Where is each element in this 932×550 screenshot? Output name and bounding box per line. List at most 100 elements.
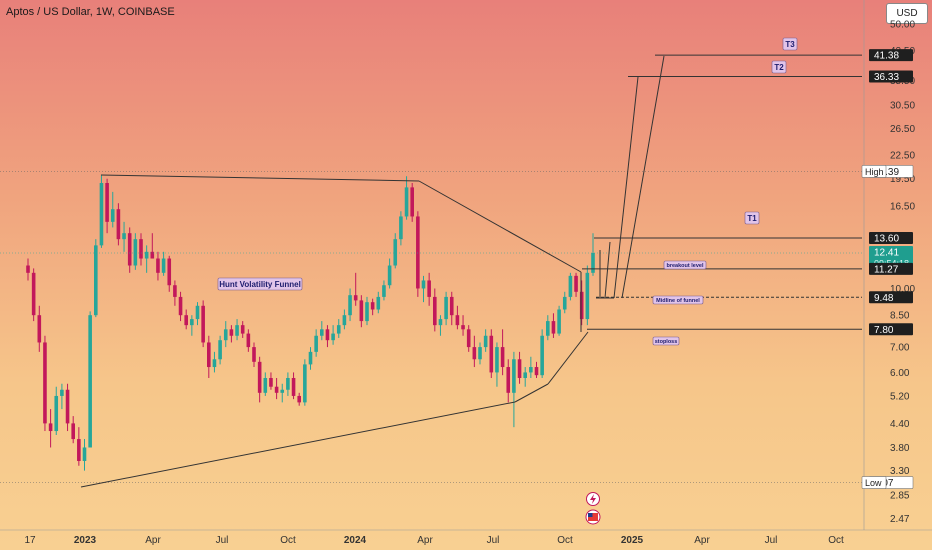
candle-body — [399, 216, 403, 240]
lightning-glyph — [590, 494, 596, 504]
candle-body — [421, 280, 426, 289]
price-label: 12.41 — [874, 247, 899, 258]
candle-body — [444, 296, 448, 320]
candle-body — [455, 315, 460, 326]
candle-body — [579, 291, 584, 320]
candle-body — [512, 359, 516, 393]
candle-body — [483, 335, 488, 348]
candle-body — [574, 275, 578, 292]
candle-body — [461, 325, 465, 330]
candle-body — [156, 258, 160, 273]
currency-button[interactable]: USD — [886, 3, 928, 24]
candle-body — [207, 342, 211, 368]
x-tick-label: 2024 — [344, 535, 367, 546]
funnel-lower-diagonal — [547, 331, 589, 385]
candle-body — [370, 302, 375, 310]
candle-body — [506, 367, 511, 393]
price-tag: Low — [865, 478, 882, 488]
annotation-breakout: breakout level — [667, 263, 704, 269]
candle-body — [591, 252, 595, 273]
annotation-t3: T3 — [785, 40, 795, 49]
y-tick-label: 4.40 — [890, 419, 910, 430]
annotation-t3-box — [782, 37, 798, 51]
annotation-funnel-box — [217, 277, 303, 291]
candle-body — [546, 321, 550, 336]
candle-body — [71, 423, 75, 440]
y-tick-label: 10.00 — [890, 284, 915, 295]
x-tick-label: Apr — [145, 535, 161, 546]
chart-title: Aptos / US Dollar, 1W, COINBASE — [6, 6, 175, 18]
price-label-bg — [869, 323, 913, 336]
candle-body — [297, 395, 301, 403]
candle-body — [31, 272, 36, 316]
y-tick-label: 16.50 — [890, 202, 915, 213]
flag-canton — [588, 513, 593, 517]
x-tick-label: 2025 — [621, 535, 644, 546]
candle-body — [144, 251, 149, 259]
candle-body — [529, 367, 533, 373]
funnel-upper-diagonal — [418, 180, 582, 273]
candle-body — [433, 296, 437, 326]
price-label: 7.80 — [874, 325, 894, 336]
price-label: 9.48 — [874, 293, 894, 304]
tag-bg — [861, 165, 887, 178]
candle-body — [184, 315, 188, 326]
candle-body — [331, 333, 335, 341]
candle-body — [201, 305, 205, 343]
proj-t2 — [613, 76, 639, 299]
candle-body — [376, 296, 381, 310]
x-tick-label: 2023 — [74, 535, 97, 546]
x-tick-label: Oct — [280, 535, 296, 546]
price-label-bg — [869, 49, 913, 62]
candle-body — [122, 233, 126, 240]
candle-body — [466, 329, 471, 348]
candle-body — [540, 335, 544, 376]
candle-body — [449, 296, 454, 316]
candle-body — [585, 272, 590, 320]
candle-body — [116, 209, 121, 240]
candle-body — [308, 351, 313, 365]
candle-body — [393, 239, 398, 266]
flag-stripes — [588, 513, 598, 521]
candle-body — [427, 280, 431, 297]
candle-body — [286, 377, 290, 390]
y-tick-label: 19.50 — [890, 174, 915, 185]
annotation-midline: Midline of funnel — [656, 298, 700, 304]
candle-body — [48, 423, 53, 432]
price-label: 20.39 — [874, 167, 899, 178]
candle-body — [320, 329, 324, 336]
candle-body — [353, 295, 358, 301]
candle-body — [257, 361, 262, 393]
candle-body — [489, 335, 494, 373]
candle-body — [291, 377, 296, 396]
candle-body — [410, 187, 414, 217]
x-tick-label: Jul — [216, 535, 229, 546]
candle-body — [500, 347, 505, 368]
candle-body — [382, 285, 386, 297]
y-tick-label: 3.30 — [890, 466, 910, 477]
candle-body — [26, 265, 30, 273]
proj-t1 — [604, 241, 611, 299]
annotation-stoploss: stoploss — [655, 339, 678, 345]
price-label-bg — [869, 231, 913, 244]
candle-body — [240, 325, 245, 334]
candle-body — [37, 315, 42, 343]
candle-body — [229, 329, 234, 336]
price-label-bg — [869, 262, 913, 275]
x-tick-label: 17 — [24, 535, 36, 546]
y-tick-label: 50.00 — [890, 20, 915, 31]
candle-body — [562, 296, 567, 310]
candle-body — [303, 364, 307, 403]
candle-body — [190, 319, 194, 326]
candle-body — [223, 329, 228, 341]
annotation-midline-box — [652, 295, 704, 305]
candle-body — [127, 233, 132, 266]
candle-body — [82, 447, 87, 461]
candle-body — [133, 239, 138, 266]
y-tick-label: 26.50 — [890, 124, 915, 135]
candle-body — [336, 325, 341, 334]
y-tick-label: 2.47 — [890, 514, 910, 525]
candle-body — [523, 372, 527, 378]
